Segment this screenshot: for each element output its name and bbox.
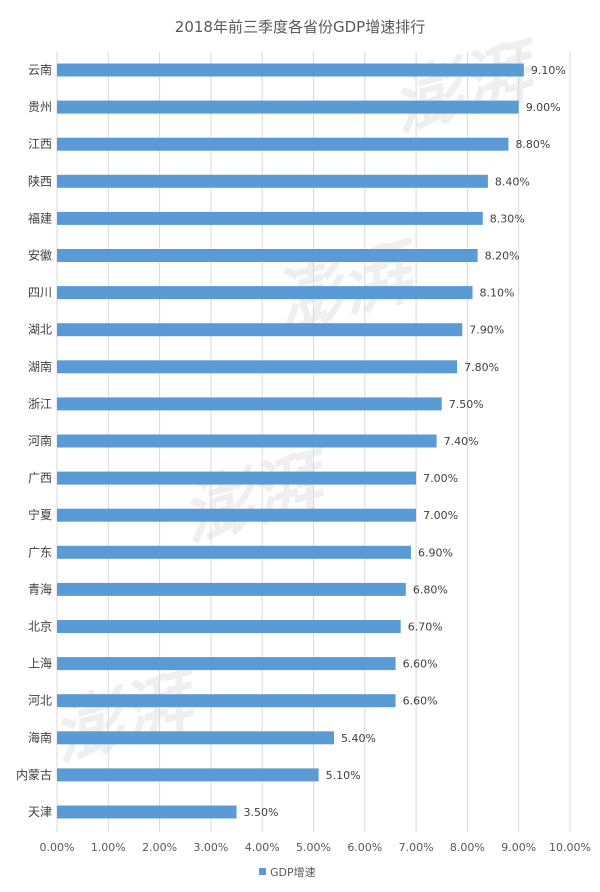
bar [57,211,483,225]
data-label: 6.60% [403,695,438,708]
category-labels: 云南贵州江西陕西福建安徽四川湖北湖南浙江河南广西宁夏广东青海北京上海河北海南内蒙… [16,62,52,819]
category-label: 江西 [28,137,52,151]
data-label: 8.10% [480,287,515,300]
data-label: 6.80% [413,583,448,596]
bar [57,137,509,151]
category-label: 河南 [28,433,52,448]
data-label: 3.50% [244,806,279,819]
x-tick-label: 2.00% [142,841,177,854]
bar [57,805,237,819]
category-label: 福建 [28,210,52,225]
data-label: 7.40% [444,435,479,448]
category-label: 湖南 [28,359,52,374]
bar [57,174,488,188]
svg-text:澎湃: 澎湃 [43,657,211,777]
legend-label: GDP增速 [270,865,316,879]
data-label: 5.40% [341,732,376,745]
svg-text:澎湃: 澎湃 [173,437,341,557]
data-label: 8.40% [495,175,530,188]
category-label: 广东 [28,545,52,559]
bar [57,768,319,782]
x-axis-ticks: 0.00% 1.00% 2.00% 3.00% 4.00% 5.00% 6.00% 7.00%… [40,841,591,854]
category-label: 浙江 [28,397,52,411]
x-tick-label: 8.00% [450,841,485,854]
bar [57,323,463,337]
data-label: 6.60% [403,658,438,671]
bar [57,620,401,633]
x-tick-label: 4.00% [245,841,280,854]
x-tick-label: 3.00% [193,841,228,854]
bar [57,694,396,708]
data-labels: 9.10% 9.00% 8.80% 8.40% 8.30% 8.20% 8.10% 7.90%… [244,64,566,819]
x-tick-label: 0.00% [40,841,75,854]
data-label: 6.90% [418,546,453,559]
category-label: 宁夏 [28,507,52,522]
data-label: 8.20% [485,250,520,263]
bar [57,249,478,262]
bars [57,63,524,819]
category-label: 河北 [28,694,52,708]
bar [57,63,524,77]
x-tick-label: 1.00% [91,841,126,854]
legend-swatch [259,868,266,875]
bar [57,582,406,596]
category-label: 四川 [28,286,52,300]
data-label: 7.50% [449,398,484,411]
data-label: 7.90% [469,324,504,337]
bar [57,434,437,448]
data-label: 7.00% [423,472,458,485]
category-label: 海南 [28,730,52,745]
category-label: 天津 [28,805,52,819]
chart-title: 2018年前三季度各省份GDP增速排行 [175,18,425,36]
data-label: 9.10% [531,64,566,77]
data-label: 7.80% [464,361,499,374]
x-tick-label: 6.00% [347,841,382,854]
x-tick-label: 7.00% [399,841,434,854]
category-label: 青海 [28,581,52,596]
bar [57,360,458,374]
data-label: 6.70% [408,621,443,634]
category-label: 贵州 [28,100,52,114]
data-label: 5.10% [326,769,361,782]
data-label: 7.00% [423,509,458,522]
bar [57,286,473,300]
bar [57,471,417,485]
category-label: 内蒙古 [16,767,52,782]
bar [57,508,417,522]
x-tick-label: 5.00% [296,841,331,854]
bar [57,100,519,114]
bar [57,731,335,745]
category-label: 陕西 [28,173,52,188]
category-label: 广西 [28,471,52,485]
bar [57,545,411,559]
category-label: 安徽 [28,248,52,263]
x-tick-label: 9.00% [501,841,536,854]
data-label: 9.00% [526,101,561,114]
data-label: 8.80% [515,138,550,151]
category-label: 云南 [28,62,52,77]
x-tick-label: 10.00% [549,841,591,854]
legend: GDP增速 [259,865,316,879]
bar [57,657,396,671]
bar [57,397,442,411]
category-label: 北京 [28,620,52,634]
category-label: 湖北 [28,322,52,337]
data-label: 8.30% [490,212,525,225]
category-label: 上海 [28,656,52,671]
